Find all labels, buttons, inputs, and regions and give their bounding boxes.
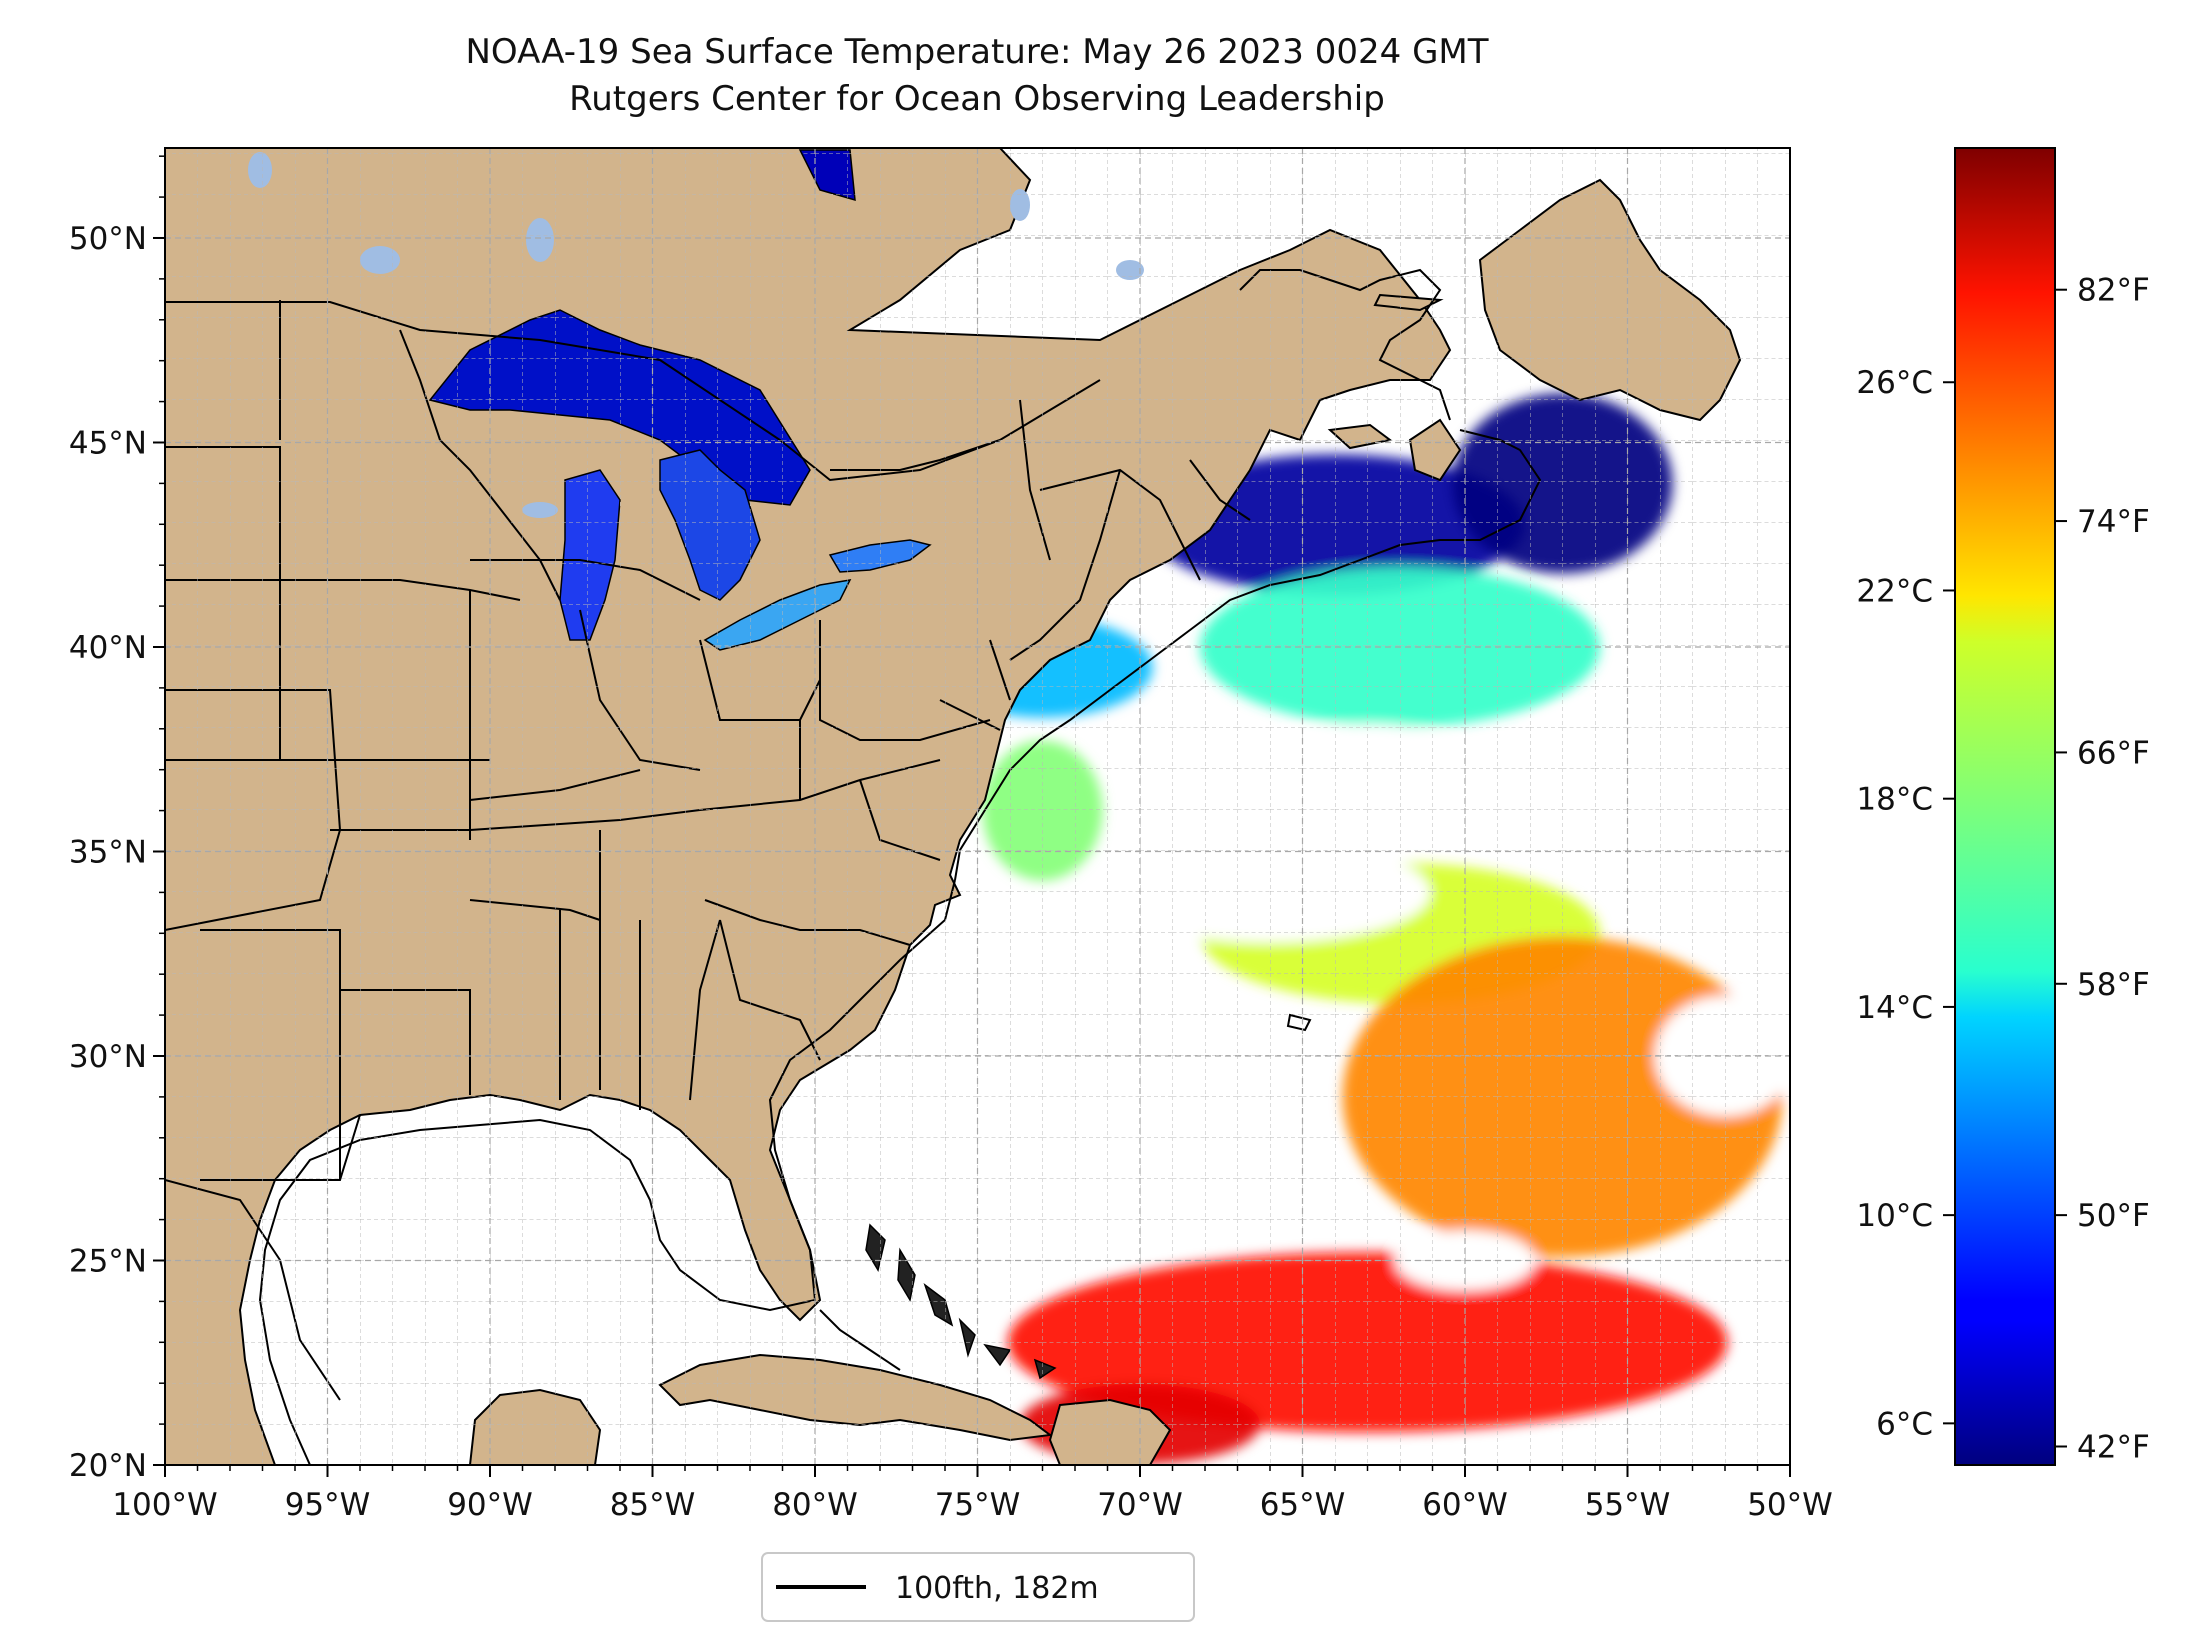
lon-tick-label: 65°W bbox=[1260, 1487, 1346, 1523]
lon-tick-label: 55°W bbox=[1585, 1487, 1671, 1523]
legend-box bbox=[761, 1552, 1195, 1622]
major-graticule bbox=[165, 148, 1790, 1465]
lat-tick-label: 45°N bbox=[69, 425, 147, 461]
legend: 100fth, 182m bbox=[761, 1552, 1195, 1622]
map-subtitle: Rutgers Center for Ocean Observing Leade… bbox=[569, 79, 1385, 119]
lat-tick-label: 35°N bbox=[69, 834, 147, 870]
colorbar-c-label: 26°C bbox=[1856, 365, 1933, 401]
colorbar-f-label: 50°F bbox=[2077, 1198, 2150, 1234]
lat-tick-label: 20°N bbox=[69, 1448, 147, 1484]
longitude-axis: 100°W 95°W 90°W 85°W 80°W 75°W 70°W 65°W 60°W 55°… bbox=[112, 1465, 1833, 1523]
lat-tick-label: 50°N bbox=[69, 221, 147, 257]
lon-tick-label: 80°W bbox=[772, 1487, 858, 1523]
colorbar-c-label: 18°C bbox=[1856, 782, 1933, 818]
colorbar-c-label: 10°C bbox=[1856, 1198, 1933, 1234]
lon-tick-label: 75°W bbox=[935, 1487, 1021, 1523]
latitude-axis: 20°N 25°N 30°N 35°N 40°N 45°N 50°N bbox=[69, 155, 165, 1484]
lat-tick-label: 25°N bbox=[69, 1243, 147, 1279]
colorbar-c-label: 22°C bbox=[1856, 573, 1933, 609]
lon-tick-label: 60°W bbox=[1422, 1487, 1508, 1523]
lon-tick-label: 95°W bbox=[285, 1487, 371, 1523]
lon-tick-label: 90°W bbox=[447, 1487, 533, 1523]
colorbar-f-label: 66°F bbox=[2077, 735, 2150, 771]
colorbar-f-label: 58°F bbox=[2077, 967, 2150, 1003]
fine-graticule bbox=[165, 148, 1790, 1465]
lon-tick-label: 85°W bbox=[610, 1487, 696, 1523]
colorbar: 6°C 10°C 14°C 18°C 22°C 26°C 42°F 50°F 58°F 66°F… bbox=[1856, 147, 2150, 1466]
colorbar-fahrenheit-ticks: 42°F 50°F 58°F 66°F 74°F 82°F bbox=[2055, 273, 2150, 1465]
lat-tick-label: 30°N bbox=[69, 1039, 147, 1075]
colorbar-f-label: 42°F bbox=[2077, 1429, 2150, 1465]
legend-label: 100fth, 182m bbox=[895, 1571, 1099, 1606]
map-panel bbox=[165, 148, 1790, 1465]
colorbar-celsius-ticks: 6°C 10°C 14°C 18°C 22°C 26°C bbox=[1856, 365, 1955, 1442]
colorbar-c-label: 14°C bbox=[1856, 990, 1933, 1026]
colorbar-c-label: 6°C bbox=[1876, 1406, 1933, 1442]
colorbar-f-label: 82°F bbox=[2077, 273, 2150, 309]
colorbar-f-label: 74°F bbox=[2077, 504, 2150, 540]
lon-tick-label: 70°W bbox=[1097, 1487, 1183, 1523]
map-title: NOAA-19 Sea Surface Temperature: May 26 … bbox=[465, 32, 1488, 72]
lat-tick-label: 40°N bbox=[69, 630, 147, 666]
colorbar-gradient bbox=[1954, 147, 2056, 1466]
lon-tick-label: 100°W bbox=[112, 1487, 217, 1523]
lon-tick-label: 50°W bbox=[1747, 1487, 1833, 1523]
